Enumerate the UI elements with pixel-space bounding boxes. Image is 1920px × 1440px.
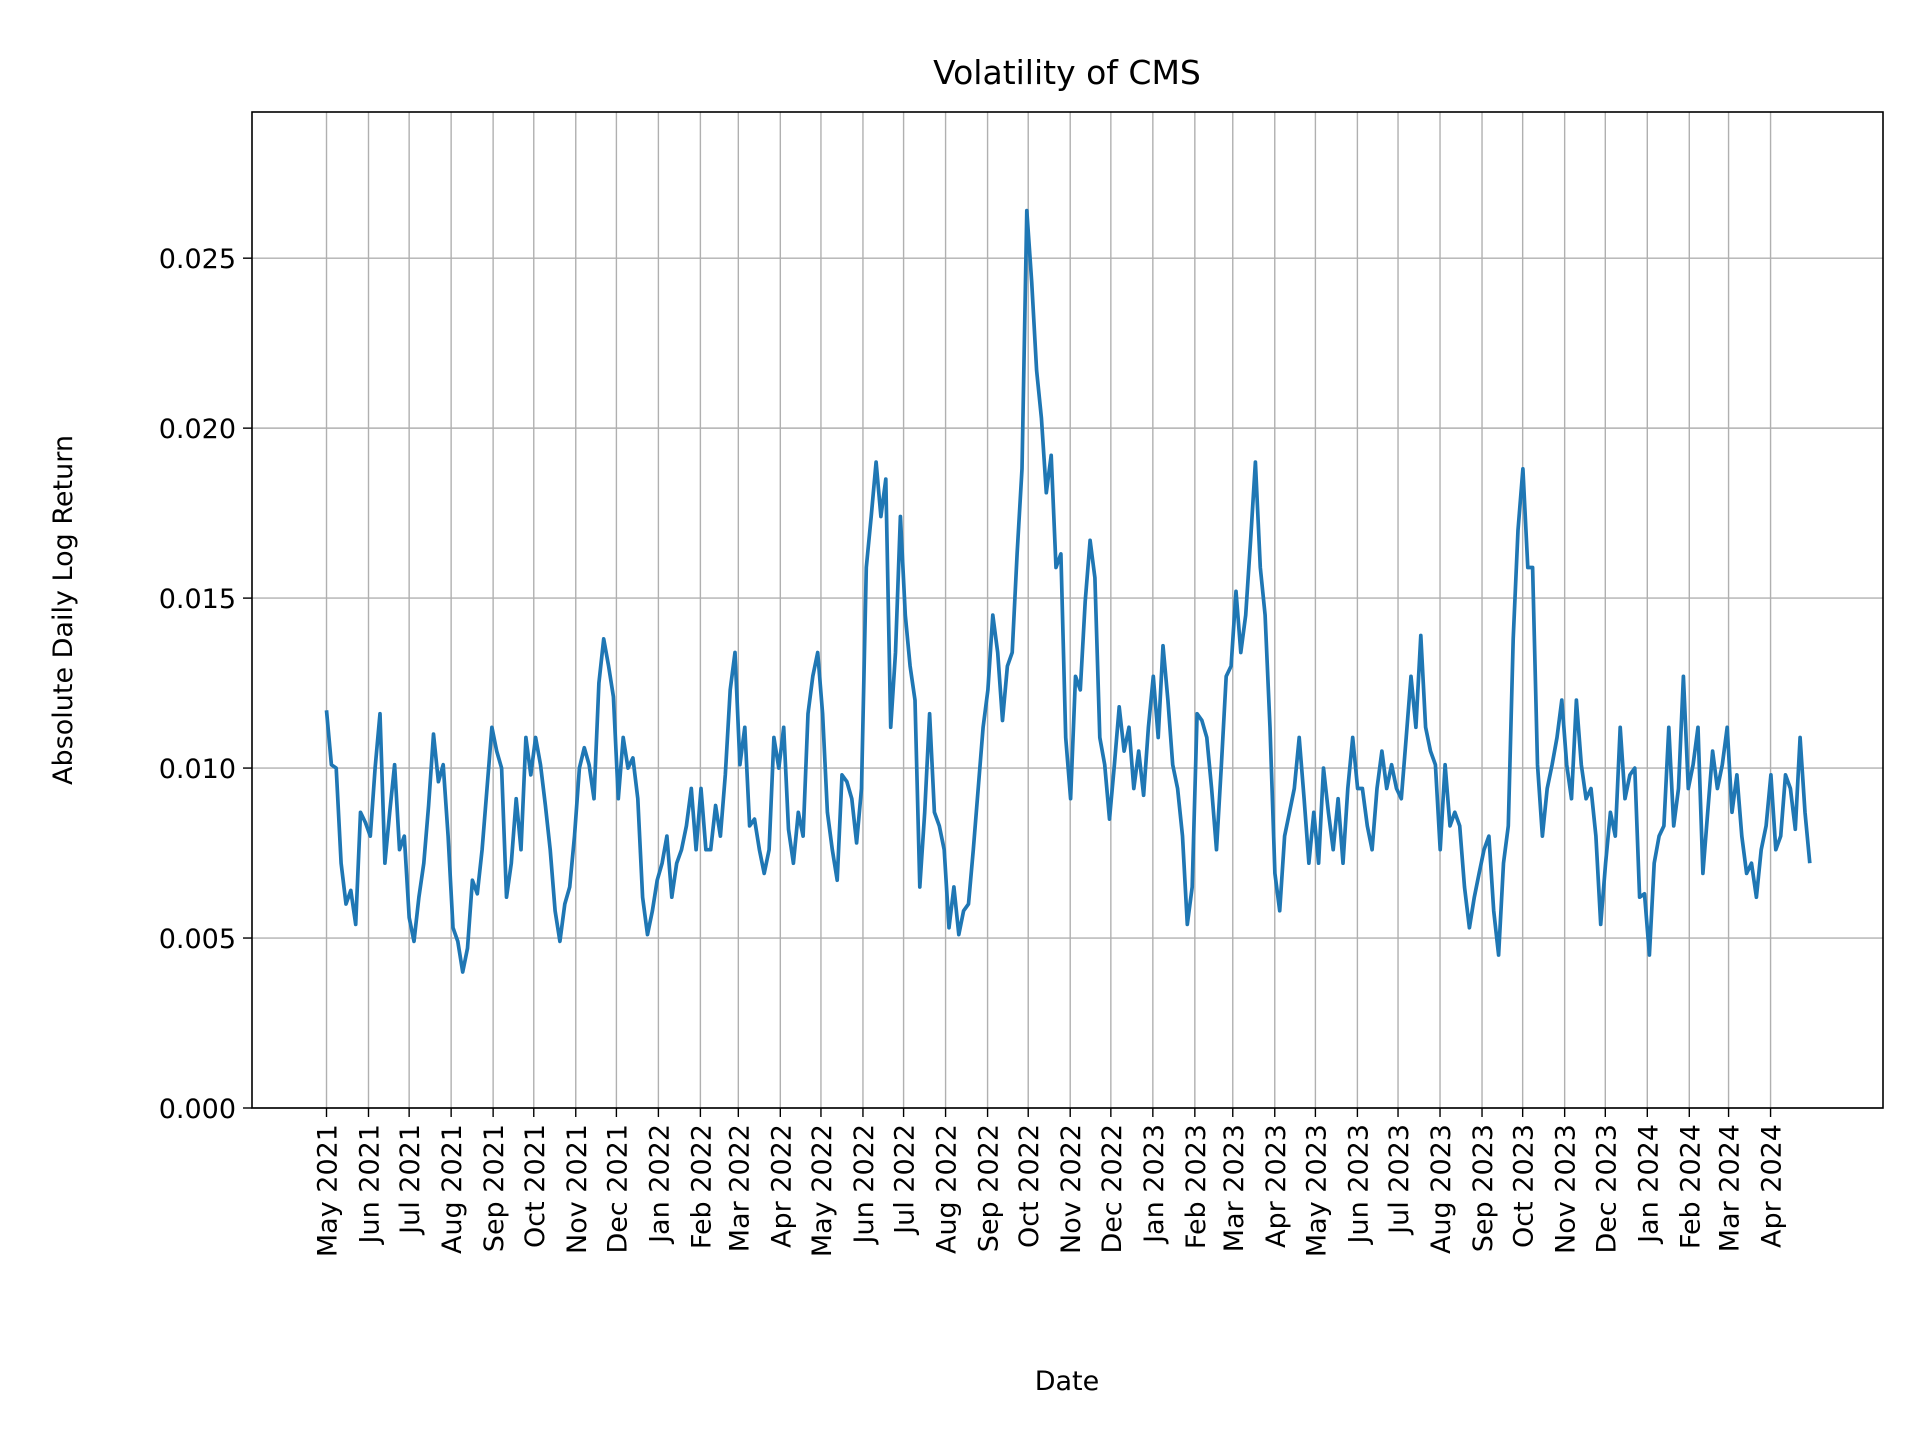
x-tick-label: Jan 2024 xyxy=(1633,1124,1664,1245)
x-tick-label: Dec 2023 xyxy=(1591,1124,1622,1254)
x-tick-label: Mar 2022 xyxy=(724,1124,755,1252)
x-tick-label: Apr 2022 xyxy=(766,1124,797,1248)
x-tick-label: Jan 2022 xyxy=(644,1124,675,1245)
x-tick-label: May 2021 xyxy=(313,1124,344,1257)
x-tick-label: Apr 2024 xyxy=(1757,1124,1788,1248)
x-tick-label: Oct 2023 xyxy=(1509,1124,1540,1248)
x-tick-label: Apr 2023 xyxy=(1261,1124,1292,1248)
y-tick-label: 0.020 xyxy=(159,414,236,445)
y-axis-label: Absolute Daily Log Return xyxy=(48,435,79,785)
x-tick-label: Sep 2022 xyxy=(974,1124,1005,1252)
y-tick-label: 0.005 xyxy=(159,924,236,955)
x-tick-label: Feb 2022 xyxy=(686,1124,717,1249)
series-group xyxy=(324,208,1812,974)
x-tick-label: Dec 2022 xyxy=(1097,1124,1128,1254)
grid-lines xyxy=(252,112,1883,1109)
x-tick-label: Jul 2022 xyxy=(890,1124,921,1236)
x-tick-label: May 2022 xyxy=(807,1124,838,1257)
x-tick-label: May 2023 xyxy=(1301,1124,1332,1257)
x-tick-label: Nov 2023 xyxy=(1551,1124,1582,1254)
x-tick-label: Nov 2021 xyxy=(562,1124,593,1254)
x-tick-label: Aug 2023 xyxy=(1426,1124,1457,1254)
x-tick-label: Mar 2024 xyxy=(1715,1124,1746,1252)
x-tick-label: Nov 2022 xyxy=(1056,1124,1087,1254)
chart-title: Volatility of CMS xyxy=(933,53,1201,92)
x-tick-label: Aug 2022 xyxy=(932,1124,963,1254)
y-tick-label: 0.025 xyxy=(159,244,236,275)
x-tick-label: Jun 2023 xyxy=(1343,1124,1374,1245)
x-tick-label: Sep 2021 xyxy=(479,1124,510,1252)
y-tick-label: 0.015 xyxy=(159,584,236,615)
volatility-line xyxy=(324,208,1812,974)
x-tick-label: Feb 2023 xyxy=(1181,1124,1212,1249)
y-tick-label: 0.000 xyxy=(159,1094,236,1125)
x-tick-label: Jul 2021 xyxy=(395,1124,426,1236)
x-tick-label: Jan 2023 xyxy=(1139,1124,1170,1245)
x-tick-label: Feb 2024 xyxy=(1675,1124,1706,1249)
x-tick-label: Mar 2023 xyxy=(1219,1124,1250,1252)
x-tick-label: Aug 2021 xyxy=(437,1124,468,1254)
x-axis-label: Date xyxy=(1035,1366,1100,1397)
plot-frame xyxy=(251,111,1884,1109)
x-tick-label: Dec 2021 xyxy=(602,1124,633,1254)
y-axis-ticks: 0.000 0.005 0.010 0.015 0.020 0.025 xyxy=(159,244,252,1125)
y-tick-label: 0.010 xyxy=(159,754,236,785)
x-tick-label: Jun 2021 xyxy=(355,1124,386,1245)
x-axis-ticks: May 2021 Jun 2021 Jul 2021 Aug 2021 Sep 2021… xyxy=(313,1108,1788,1257)
x-tick-label: Sep 2023 xyxy=(1468,1124,1499,1252)
x-tick-label: Oct 2021 xyxy=(520,1124,551,1248)
x-tick-label: Oct 2022 xyxy=(1014,1124,1045,1248)
x-tick-label: Jul 2023 xyxy=(1384,1124,1415,1236)
x-tick-label: Jun 2022 xyxy=(849,1124,880,1245)
